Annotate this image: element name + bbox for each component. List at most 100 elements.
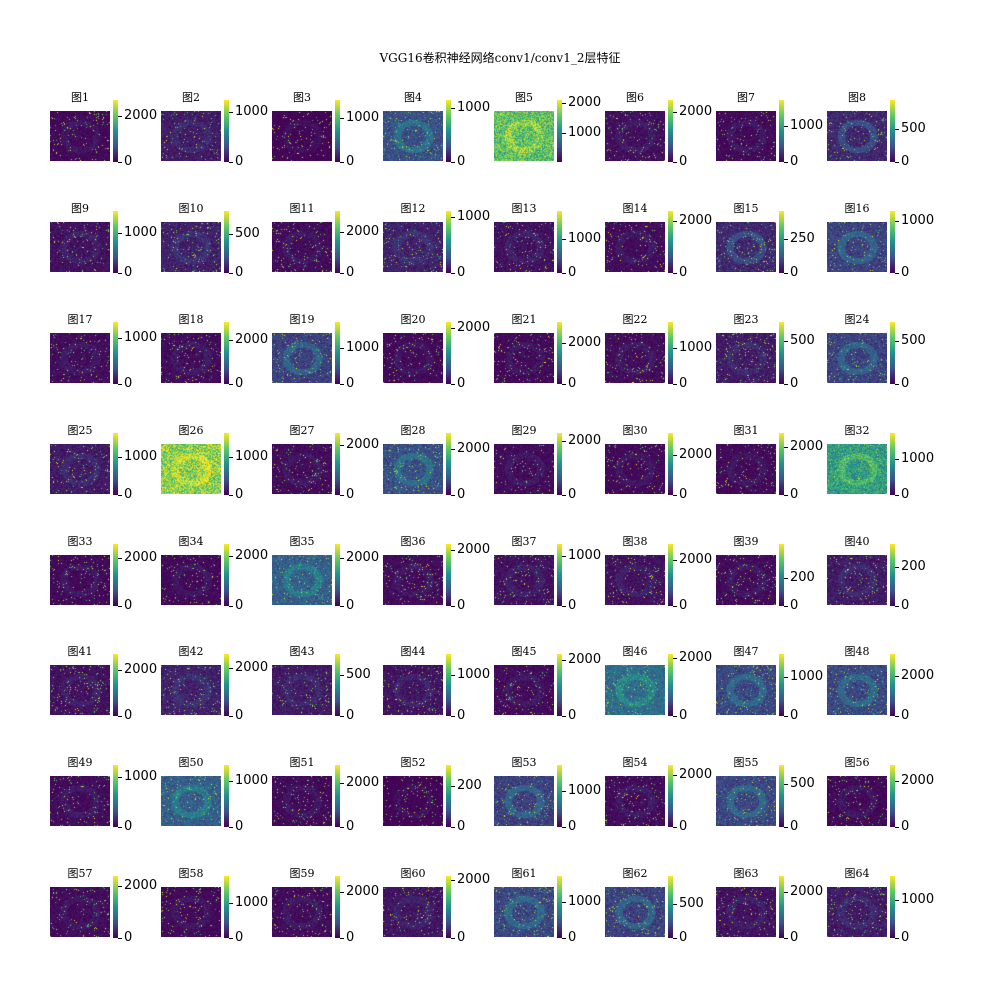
colorbar-tick-label: 2000 xyxy=(235,660,269,676)
feature-map-panel: 图12 0 1000 xyxy=(383,203,493,283)
feature-map-image xyxy=(161,887,221,937)
colorbar xyxy=(557,654,562,716)
panel-title: 图35 xyxy=(289,535,315,548)
panel-title: 图59 xyxy=(289,867,315,880)
colorbar-tick-label: 2000 xyxy=(124,662,158,678)
colorbar-tick-label: 250 xyxy=(790,230,815,246)
colorbar-tick-label: 1000 xyxy=(124,449,158,465)
colorbar-tick xyxy=(340,384,344,385)
colorbar-tick xyxy=(229,606,233,607)
panel-title: 图34 xyxy=(178,535,204,548)
colorbar-tick xyxy=(562,938,566,939)
colorbar xyxy=(113,654,118,716)
feature-map-image xyxy=(494,776,554,826)
colorbar-tick xyxy=(118,886,122,888)
feature-map-panel: 图50 0 1000 xyxy=(161,757,271,837)
panel-title: 图64 xyxy=(844,867,870,880)
colorbar-tick-label: 2000 xyxy=(679,552,713,568)
colorbar-tick xyxy=(340,162,344,163)
colorbar xyxy=(668,322,673,384)
colorbar-tick xyxy=(562,495,566,496)
colorbar-tick xyxy=(784,238,788,240)
panel-title: 图58 xyxy=(178,867,204,880)
colorbar-tick-label: 0 xyxy=(568,487,577,502)
colorbar-tick xyxy=(451,880,455,882)
colorbar-tick-label: 0 xyxy=(457,154,466,169)
colorbar-tick-label: 0 xyxy=(346,154,355,169)
panel-title: 图26 xyxy=(178,424,204,437)
colorbar-tick xyxy=(673,221,677,223)
feature-map-image xyxy=(716,333,776,383)
colorbar-tick xyxy=(451,449,455,451)
colorbar-tick xyxy=(673,606,677,607)
feature-map-panel: 图11 0 2000 xyxy=(272,203,382,283)
colorbar-tick xyxy=(229,827,233,828)
colorbar-tick xyxy=(895,458,899,460)
colorbar-tick-label: 0 xyxy=(568,930,577,945)
colorbar-tick-label: 1000 xyxy=(235,894,269,910)
colorbar-tick-label: 0 xyxy=(679,376,688,391)
feature-map-panel: 图22 0 1000 xyxy=(605,314,715,394)
panel-title: 图8 xyxy=(848,91,866,104)
colorbar-tick-label: 500 xyxy=(790,775,815,791)
colorbar-tick xyxy=(118,670,122,672)
panel-title: 图6 xyxy=(626,91,644,104)
feature-map-image xyxy=(272,555,332,605)
feature-map-image xyxy=(50,444,110,494)
colorbar-tick xyxy=(118,558,122,560)
feature-map-image xyxy=(827,444,887,494)
colorbar xyxy=(890,211,895,273)
colorbar-tick-label: 0 xyxy=(346,487,355,502)
colorbar xyxy=(335,211,340,273)
feature-map-image xyxy=(383,887,443,937)
panel-title: 图63 xyxy=(733,867,759,880)
feature-map-panel: 图14 0 2000 xyxy=(605,203,715,283)
colorbar-tick-label: 0 xyxy=(901,930,910,945)
feature-map-image xyxy=(50,887,110,937)
panel-title: 图2 xyxy=(182,91,200,104)
feature-map-image xyxy=(494,555,554,605)
colorbar xyxy=(335,100,340,162)
feature-map-image xyxy=(716,555,776,605)
panel-title: 图56 xyxy=(844,756,870,769)
panel-title: 图25 xyxy=(67,424,93,437)
feature-map-panel: 图53 0 1000 xyxy=(494,757,604,837)
panel-title: 图49 xyxy=(67,756,93,769)
colorbar xyxy=(113,433,118,495)
panel-title: 图27 xyxy=(289,424,315,437)
colorbar-tick xyxy=(784,677,788,679)
colorbar-tick-label: 0 xyxy=(679,598,688,613)
colorbar-tick xyxy=(562,901,566,903)
feature-map-image xyxy=(383,665,443,715)
feature-map-panel: 图59 0 2000 xyxy=(272,868,382,948)
colorbar-tick-label: 0 xyxy=(457,819,466,834)
colorbar-tick-label: 0 xyxy=(679,708,688,723)
colorbar-tick-label: 0 xyxy=(568,598,577,613)
colorbar xyxy=(224,876,229,938)
colorbar-tick xyxy=(895,567,899,569)
colorbar-tick-label: 200 xyxy=(901,559,926,575)
colorbar-tick xyxy=(340,495,344,496)
feature-map-image xyxy=(716,111,776,161)
colorbar-tick xyxy=(562,659,566,661)
colorbar-tick-label: 2000 xyxy=(568,94,602,110)
colorbar-tick-label: 2000 xyxy=(457,872,491,888)
colorbar xyxy=(113,322,118,384)
colorbar-tick-label: 0 xyxy=(679,819,688,834)
colorbar xyxy=(890,654,895,716)
colorbar xyxy=(668,211,673,273)
colorbar-tick xyxy=(229,556,233,558)
colorbar-tick xyxy=(451,162,455,163)
feature-map-panel: 图44 0 1000 xyxy=(383,646,493,726)
feature-map-panel: 图64 0 1000 xyxy=(827,868,937,948)
colorbar xyxy=(224,100,229,162)
panel-title: 图37 xyxy=(511,535,537,548)
feature-map-panel: 图15 0 250 xyxy=(716,203,826,283)
feature-map-panel: 图20 0 2000 xyxy=(383,314,493,394)
feature-map-panel: 图60 0 2000 xyxy=(383,868,493,948)
feature-map-panel: 图58 0 1000 xyxy=(161,868,271,948)
colorbar xyxy=(779,322,784,384)
colorbar-tick xyxy=(673,495,677,496)
colorbar-tick xyxy=(451,674,455,676)
colorbar xyxy=(224,433,229,495)
